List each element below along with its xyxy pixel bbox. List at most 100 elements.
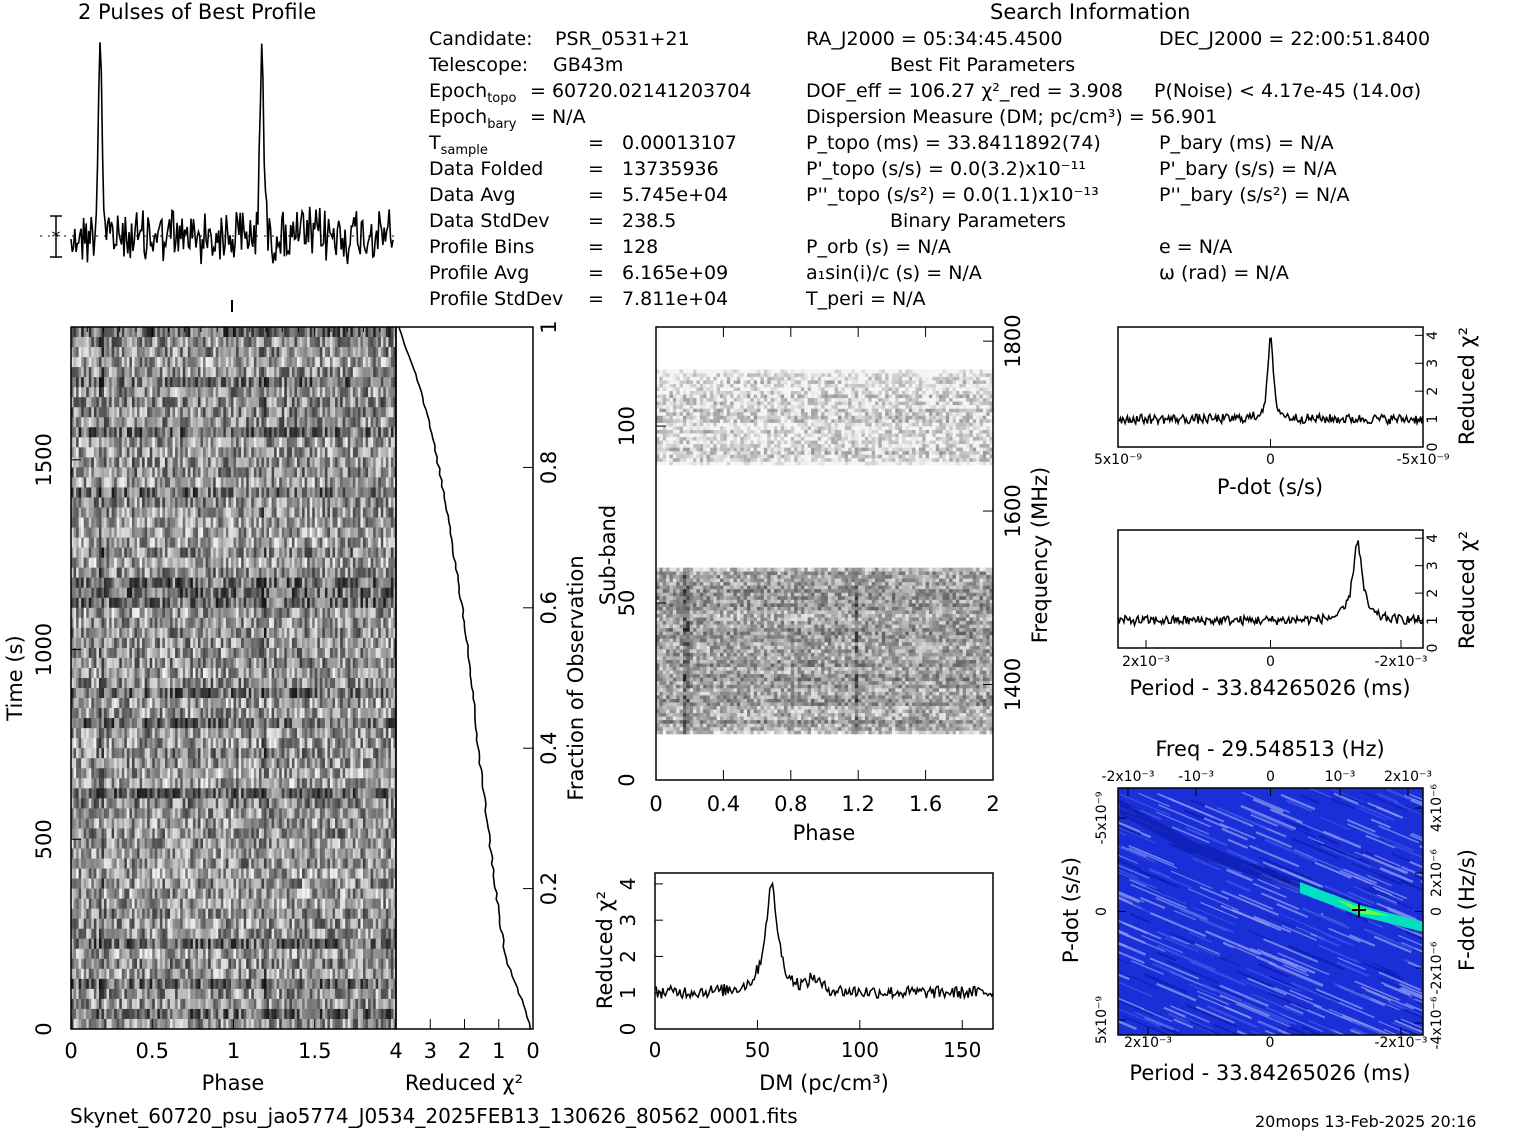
heat-cell bbox=[286, 327, 290, 338]
heat-cell bbox=[296, 587, 300, 599]
heat-cell bbox=[137, 517, 140, 528]
heat-cell bbox=[357, 617, 361, 629]
heat-cell bbox=[162, 547, 166, 559]
heat-cell bbox=[383, 617, 387, 629]
heat-cell bbox=[192, 607, 196, 619]
heat-cell bbox=[152, 507, 156, 518]
profile-plot: * bbox=[40, 42, 395, 265]
heat-cell bbox=[370, 698, 374, 709]
heat-cell bbox=[276, 497, 280, 508]
heat-cell bbox=[263, 557, 267, 569]
heat-cell bbox=[281, 507, 285, 518]
heat-cell bbox=[352, 678, 356, 689]
heat-cell bbox=[180, 627, 184, 639]
heat-cell bbox=[284, 667, 288, 679]
heat-cell bbox=[134, 467, 138, 478]
heat-cell bbox=[162, 397, 166, 408]
heat-cell bbox=[164, 587, 168, 599]
heat-cell bbox=[228, 387, 232, 398]
heat-cell bbox=[327, 688, 331, 699]
heat-cell bbox=[121, 407, 125, 418]
heat-cell bbox=[357, 387, 361, 398]
heat-cell bbox=[241, 417, 245, 428]
heat-cell bbox=[114, 387, 118, 398]
heat-cell bbox=[208, 407, 212, 418]
heat-cell bbox=[256, 507, 260, 518]
heat-cell bbox=[281, 447, 285, 458]
heat-cell bbox=[309, 647, 313, 659]
heat-cell bbox=[360, 487, 364, 498]
heat-cell bbox=[281, 557, 285, 569]
heat-cell bbox=[142, 617, 146, 629]
heat-cell bbox=[352, 617, 356, 629]
heat-cell bbox=[187, 367, 191, 378]
heat-cell bbox=[335, 537, 338, 549]
heat-cell bbox=[177, 477, 181, 488]
heat-cell bbox=[314, 537, 318, 549]
heat-cell bbox=[307, 347, 311, 358]
heat-cell bbox=[281, 617, 285, 629]
heat-cell bbox=[319, 678, 323, 689]
heat-cell bbox=[129, 547, 133, 559]
heat-cell bbox=[332, 678, 336, 689]
heat-cell bbox=[159, 678, 163, 689]
heat-cell bbox=[114, 327, 118, 338]
heat-cell bbox=[167, 698, 171, 709]
heat-cell bbox=[81, 407, 85, 418]
heat-cell bbox=[195, 517, 199, 528]
heat-cell bbox=[225, 347, 229, 358]
heat-cell bbox=[269, 607, 272, 619]
heat-cell bbox=[281, 607, 285, 619]
heat-cell bbox=[144, 647, 148, 659]
heat-cell bbox=[124, 517, 128, 528]
heat-cell bbox=[228, 527, 232, 538]
heat-cell bbox=[241, 527, 245, 538]
heat-cell bbox=[251, 407, 255, 418]
heat-cell bbox=[340, 337, 344, 348]
heat-cell bbox=[233, 678, 237, 689]
pdtopo-text: P'_topo (s/s) = 0.0(3.2)x10⁻¹¹ bbox=[806, 158, 1086, 180]
heat-cell bbox=[238, 477, 242, 488]
heat-cell bbox=[238, 467, 242, 478]
heat-cell bbox=[360, 537, 364, 549]
heat-cell bbox=[71, 617, 74, 629]
heat-cell bbox=[368, 477, 372, 488]
heat-cell bbox=[76, 688, 80, 699]
heat-cell bbox=[302, 387, 305, 398]
heat-cell bbox=[289, 367, 293, 378]
heat-cell bbox=[218, 667, 222, 679]
heat-cell bbox=[129, 357, 133, 368]
heat-cell bbox=[307, 367, 311, 378]
heat-cell bbox=[236, 447, 239, 458]
heat-cell bbox=[83, 387, 87, 398]
heat-cell bbox=[286, 397, 290, 408]
heat-cell bbox=[106, 417, 110, 428]
heat-cell bbox=[126, 617, 130, 629]
heat-cell bbox=[380, 667, 384, 679]
heat-cell bbox=[388, 517, 392, 528]
heat-cell bbox=[114, 477, 118, 488]
heat-cell bbox=[215, 597, 219, 609]
heat-cell bbox=[258, 657, 262, 669]
heat-cell bbox=[91, 657, 95, 669]
heat-cell bbox=[304, 637, 308, 649]
heat-cell bbox=[200, 487, 204, 498]
heat-cell bbox=[104, 698, 107, 709]
heat-cell bbox=[76, 698, 80, 709]
heat-cell bbox=[129, 557, 133, 569]
heat-cell bbox=[266, 678, 270, 689]
heat-cell bbox=[380, 537, 384, 549]
profile-avg-value: 6.165e+09 bbox=[622, 262, 729, 284]
heat-cell bbox=[368, 678, 372, 689]
heat-cell bbox=[281, 537, 285, 549]
heat-cell bbox=[327, 337, 331, 348]
heat-cell bbox=[342, 627, 346, 639]
heat-cell bbox=[192, 688, 196, 699]
heat-cell bbox=[106, 377, 110, 388]
heat-cell bbox=[142, 467, 146, 478]
heat-cell bbox=[124, 688, 128, 699]
heat-cell bbox=[164, 367, 168, 378]
heat-cell bbox=[109, 387, 113, 398]
heat-cell bbox=[213, 377, 217, 388]
heat-cell bbox=[248, 607, 252, 619]
